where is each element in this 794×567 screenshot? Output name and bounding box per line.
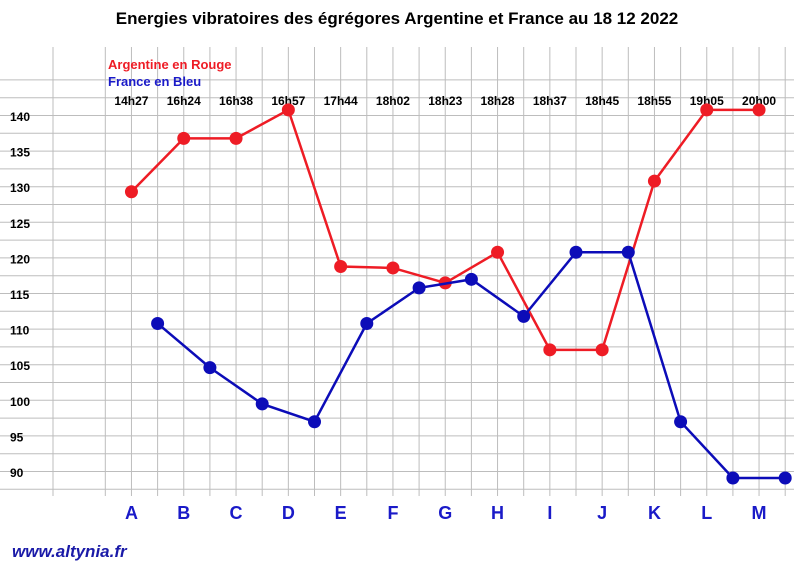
y-tick-label: 130 (10, 181, 30, 195)
data-point-france (778, 471, 792, 485)
data-point-argentine (281, 103, 295, 117)
data-point-france (517, 309, 531, 323)
time-label: 18h37 (533, 94, 567, 108)
data-point-argentine (334, 260, 348, 274)
x-category-label: J (597, 503, 607, 523)
y-tick-label: 90 (10, 466, 24, 480)
time-label: 18h55 (637, 94, 671, 108)
time-label: 18h28 (481, 94, 515, 108)
legend-france: France en Bleu (108, 74, 201, 89)
time-label: 18h23 (428, 94, 462, 108)
x-category-label: I (547, 503, 552, 523)
x-category-label: B (177, 503, 190, 523)
data-point-france (151, 316, 165, 330)
x-category-label: D (282, 503, 295, 523)
x-category-label: G (438, 503, 452, 523)
data-point-argentine (491, 245, 505, 259)
y-tick-label: 140 (10, 110, 30, 124)
time-label: 16h38 (219, 94, 253, 108)
y-axis-ticks: 90 95 100 105 110 115 120 125 130 135 140 (10, 110, 30, 480)
data-point-france (726, 471, 740, 485)
data-point-france (308, 415, 321, 429)
time-label: 20h00 (742, 94, 776, 108)
time-label: 16h57 (271, 94, 305, 108)
data-point-france (360, 316, 374, 330)
data-point-argentine (177, 131, 191, 145)
y-tick-label: 95 (10, 430, 24, 444)
website-credit: www.altynia.fr (12, 542, 128, 561)
data-point-france (621, 245, 635, 259)
time-label: 18h02 (376, 94, 410, 108)
data-point-argentine (647, 174, 661, 188)
data-point-france (464, 272, 478, 286)
series-layer (124, 103, 792, 485)
data-point-argentine (124, 185, 138, 199)
y-tick-label: 125 (10, 217, 30, 231)
chart-title: Energies vibratoires des égrégores Argen… (116, 9, 679, 28)
data-point-argentine (752, 103, 766, 117)
time-label: 18h45 (585, 94, 619, 108)
data-point-france (412, 281, 426, 295)
x-category-label: E (335, 503, 347, 523)
x-axis-categories: A B C D E F G H I J K L M (125, 503, 767, 523)
legend-argentine: Argentine en Rouge (108, 57, 232, 72)
data-point-argentine (543, 343, 557, 357)
y-tick-label: 120 (10, 252, 30, 266)
data-point-argentine (229, 131, 243, 145)
data-point-france (569, 245, 583, 259)
data-point-france (255, 397, 269, 411)
time-label: 16h24 (167, 94, 201, 108)
y-tick-label: 135 (10, 146, 30, 160)
time-label: 17h44 (324, 94, 358, 108)
x-category-label: H (491, 503, 504, 523)
time-labels: 14h27 16h24 16h38 16h57 17h44 18h02 18h23 18h28… (114, 94, 776, 108)
x-category-label: A (125, 503, 138, 523)
x-category-label: C (230, 503, 243, 523)
x-category-label: K (648, 503, 661, 523)
data-point-argentine (700, 103, 714, 117)
y-tick-label: 110 (10, 324, 30, 338)
data-point-argentine (595, 343, 609, 357)
x-category-label: M (752, 503, 767, 523)
y-tick-label: 115 (10, 288, 30, 302)
y-tick-label: 100 (10, 395, 30, 409)
time-label: 14h27 (114, 94, 148, 108)
y-tick-label: 105 (10, 359, 30, 373)
data-point-france (203, 361, 217, 375)
x-category-label: L (701, 503, 712, 523)
time-label: 19h05 (690, 94, 724, 108)
data-point-france (674, 415, 688, 429)
data-point-argentine (386, 261, 400, 275)
x-category-label: F (387, 503, 398, 523)
